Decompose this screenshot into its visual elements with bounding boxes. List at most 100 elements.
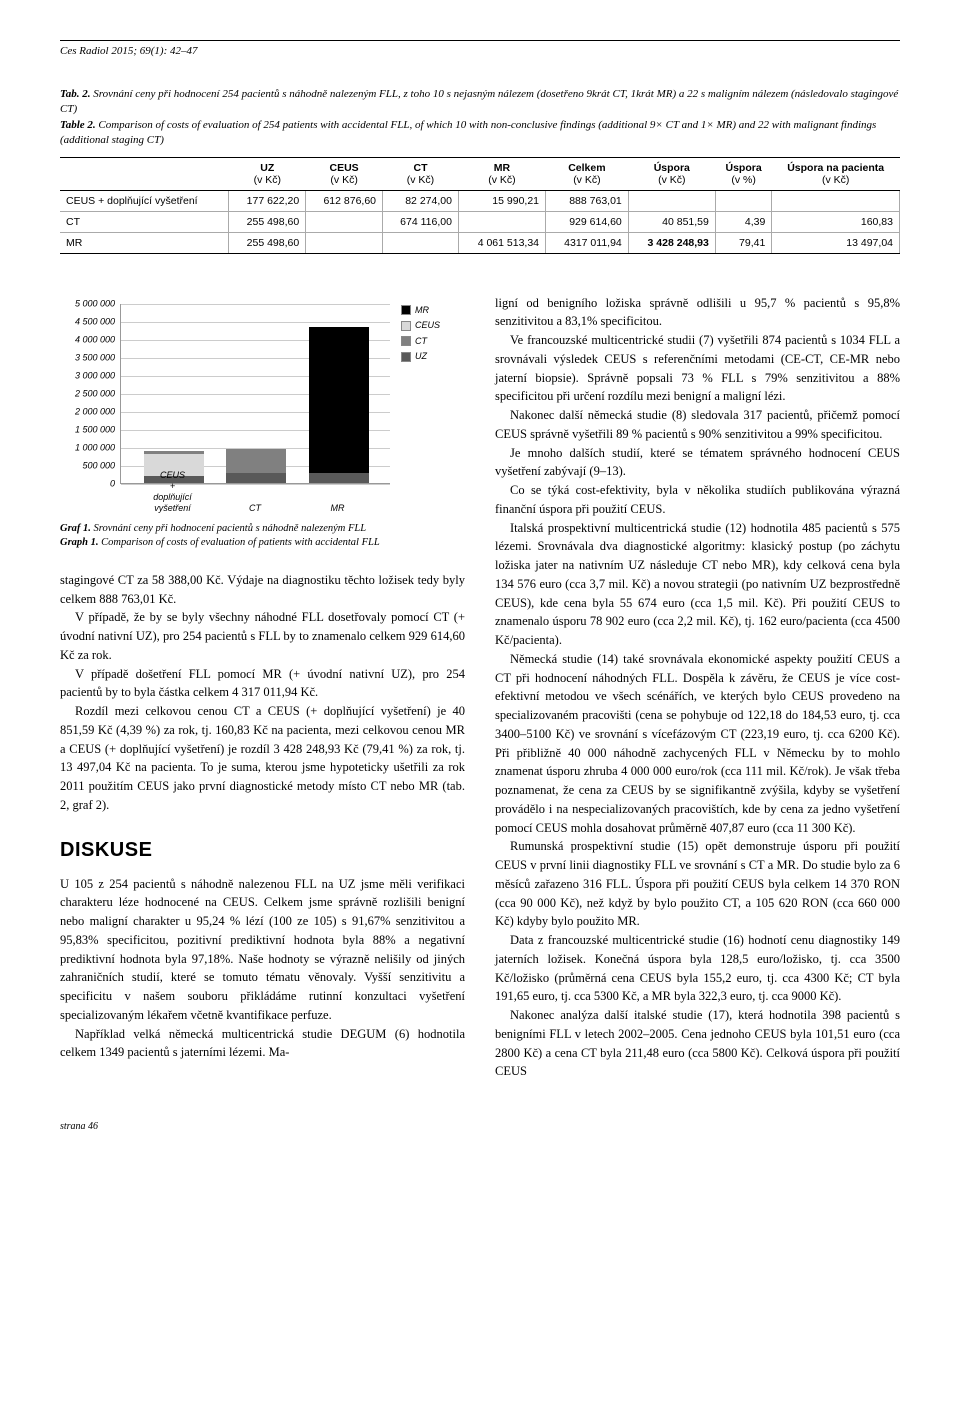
table-cell [628, 190, 715, 211]
table-cell: 13 497,04 [772, 232, 900, 253]
left-p4: Rozdíl mezi celkovou cenou CT a CEUS (+ … [60, 702, 465, 815]
legend-swatch [401, 352, 411, 362]
table-cell: 4 061 513,34 [458, 232, 545, 253]
right-p1: ligní od benigního ložiska správně odliš… [495, 294, 900, 332]
x-axis-label: CEUS+doplňujícívyšetření [143, 470, 203, 513]
left-p3: V případě došetření FLL pomocí MR (+ úvo… [60, 665, 465, 703]
y-axis-label: 1 000 000 [60, 441, 115, 455]
right-p7: Německá studie (14) také srovnávala ekon… [495, 650, 900, 838]
table-row: CEUS + doplňující vyšetření177 622,20612… [60, 190, 900, 211]
table-cell: CEUS + doplňující vyšetření [60, 190, 229, 211]
table-cap-cz-label: Tab. 2. [60, 88, 90, 100]
table-cell: 929 614,60 [546, 211, 629, 232]
legend-item: MR [401, 304, 440, 318]
right-p2: Ve francouzské multicentrické studii (7)… [495, 331, 900, 406]
table-cell: MR [60, 232, 229, 253]
chart-wrap: 0 500 000 1 000 000 1 500 000 2 000 000 2 500… [60, 294, 465, 551]
header-rule [60, 40, 900, 41]
right-p10: Nakonec analýza další italské studie (17… [495, 1006, 900, 1081]
y-axis-label: 1 500 000 [60, 423, 115, 437]
bar-stack [226, 449, 286, 482]
table-cell: 79,41 [715, 232, 771, 253]
left-column: 0 500 000 1 000 000 1 500 000 2 000 000 2 500… [60, 294, 465, 1082]
table-header [60, 157, 229, 190]
table-header: Úspora(v Kč) [628, 157, 715, 190]
table-cell [772, 190, 900, 211]
chart-cap-cz-label: Graf 1. [60, 523, 91, 534]
table-cell: 612 876,60 [306, 190, 383, 211]
table-row: MR255 498,60 4 061 513,344317 011,943 428… [60, 232, 900, 253]
chart-plot [120, 304, 390, 484]
table-cell: 4,39 [715, 211, 771, 232]
table-cell: 4317 011,94 [546, 232, 629, 253]
right-column: ligní od benigního ložiska správně odliš… [495, 294, 900, 1082]
cost-table: UZ(v Kč)CEUS(v Kč)CT(v Kč)MR(v Kč)Celkem… [60, 157, 900, 254]
table-cell [306, 232, 383, 253]
y-axis-label: 2 500 000 [60, 387, 115, 401]
table-cap-cz: Srovnání ceny při hodnocení 254 pacientů… [60, 88, 898, 115]
legend-label: MR [415, 304, 429, 318]
legend-swatch [401, 305, 411, 315]
legend-label: CT [415, 335, 427, 349]
table-cap-en: Comparison of costs of evaluation of 254… [60, 119, 876, 146]
chart-cap-cz: Srovnání ceny při hodnocení pacientů s n… [94, 523, 367, 534]
bar-segment [226, 473, 286, 482]
y-axis-label: 5 000 000 [60, 297, 115, 311]
y-axis-label: 4 000 000 [60, 333, 115, 347]
table-cell [458, 211, 545, 232]
table-header: CEUS(v Kč) [306, 157, 383, 190]
legend-swatch [401, 336, 411, 346]
chart-legend: MRCEUS CTUZ [401, 304, 440, 366]
page-footer: strana 46 [60, 1121, 900, 1132]
left-p1: stagingové CT za 58 388,00 Kč. Výdaje na… [60, 571, 465, 609]
table-header: MR(v Kč) [458, 157, 545, 190]
left-p5: U 105 z 254 pacientů s náhodně nalezenou… [60, 875, 465, 1025]
right-p5: Co se týká cost-efektivity, byla v někol… [495, 481, 900, 519]
table-cell: 82 274,00 [383, 190, 459, 211]
legend-label: CEUS [415, 319, 440, 333]
right-p4: Je mnoho dalších studií, které se témate… [495, 444, 900, 482]
bar-segment [226, 449, 286, 473]
y-axis-label: 3 000 000 [60, 369, 115, 383]
y-axis-label: 500 000 [60, 459, 115, 473]
chart-cap-en: Comparison of costs of evaluation of pat… [101, 537, 380, 548]
chart-cap-en-label: Graph 1. [60, 537, 99, 548]
right-p6: Italská prospektivní multicentrická stud… [495, 519, 900, 650]
y-axis-label: 0 [60, 477, 115, 491]
grid-line [121, 322, 390, 323]
x-axis-label: MR [308, 503, 368, 514]
table-header: UZ(v Kč) [229, 157, 306, 190]
left-p2: V případě, že by se byly všechny náhodné… [60, 608, 465, 664]
legend-label: UZ [415, 350, 427, 364]
table-cell: CT [60, 211, 229, 232]
table-header: CT(v Kč) [383, 157, 459, 190]
chart-caption: Graf 1. Srovnání ceny při hodnocení paci… [60, 522, 465, 551]
legend-item: CT [401, 335, 440, 349]
table-cell: 255 498,60 [229, 211, 306, 232]
bar-segment [309, 473, 369, 482]
table-cell: 674 116,00 [383, 211, 459, 232]
right-p8: Rumunská prospektivní studie (15) opět d… [495, 837, 900, 931]
table-header: Úspora na pacienta(v Kč) [772, 157, 900, 190]
table-cell: 3 428 248,93 [628, 232, 715, 253]
table-cell [306, 211, 383, 232]
legend-item: CEUS [401, 319, 440, 333]
cost-chart: 0 500 000 1 000 000 1 500 000 2 000 000 2 500… [60, 294, 440, 514]
table-cell: 255 498,60 [229, 232, 306, 253]
table-header: Úspora(v %) [715, 157, 771, 190]
y-axis-label: 3 500 000 [60, 351, 115, 365]
table-cell: 40 851,59 [628, 211, 715, 232]
section-heading: DISKUSE [60, 835, 465, 865]
table-cell: 160,83 [772, 211, 900, 232]
table-row: CT255 498,60 674 116,00 929 614,6040 851,5… [60, 211, 900, 232]
right-p3: Nakonec další německá studie (8) sledova… [495, 406, 900, 444]
right-p9: Data z francouzské multicentrické studie… [495, 931, 900, 1006]
table-cap-en-label: Table 2. [60, 119, 96, 131]
table-header: Celkem(v Kč) [546, 157, 629, 190]
bar-stack [309, 327, 369, 482]
table-cell [715, 190, 771, 211]
x-axis-label: CT [225, 503, 285, 514]
legend-item: UZ [401, 350, 440, 364]
table-cell [383, 232, 459, 253]
y-axis-label: 2 000 000 [60, 405, 115, 419]
